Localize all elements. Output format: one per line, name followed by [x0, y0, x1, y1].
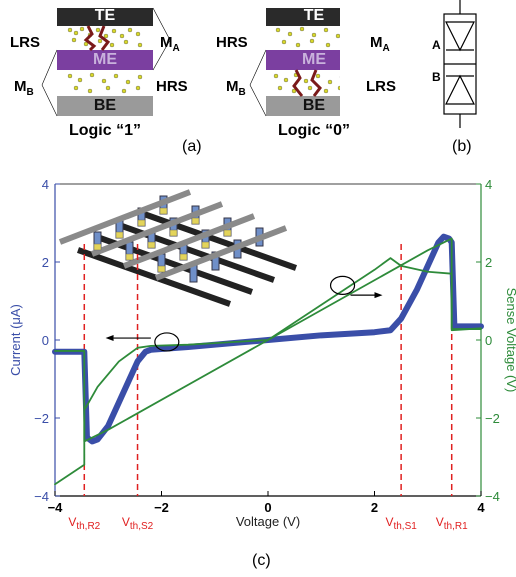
y-tick-label: 4 [42, 177, 49, 192]
cell0-be-label: BE [302, 97, 326, 114]
arrowhead [374, 292, 383, 299]
diode-label-b: B [432, 70, 441, 84]
y2-tick-label: 0 [485, 333, 492, 348]
current-series-line [52, 233, 484, 445]
ma-text: M [370, 34, 383, 51]
cell0-left-state-label: HRS [216, 34, 248, 51]
cell0-me-label: ME [302, 51, 326, 68]
cell-logic-1 [41, 7, 171, 117]
cell1-me-label: ME [93, 51, 117, 68]
cell0-right-state-label: LRS [366, 78, 396, 95]
mb-sub: B [26, 87, 34, 98]
sense-voltage-series-line [54, 237, 482, 443]
cell1-right-state-label: HRS [156, 78, 188, 95]
y-tick-label: 2 [42, 255, 49, 270]
ma-text: M [160, 34, 173, 51]
threshold-label: Vth,R2 [68, 515, 100, 532]
bracket-line [152, 39, 171, 71]
y2-tick-label: 4 [485, 177, 492, 192]
direction-marker-left [154, 332, 180, 352]
bracket-line [41, 84, 58, 117]
threshold-label: Vth,S1 [385, 515, 417, 532]
threshold-label-text: V [385, 515, 393, 529]
x-tick-label: 4 [477, 500, 485, 515]
y2-tick-label: −4 [485, 489, 500, 504]
be-layer [57, 96, 153, 116]
x-tick-label: 2 [371, 500, 378, 515]
te-layer [266, 8, 362, 26]
x-tick-label: 0 [264, 500, 271, 515]
me-layer [266, 50, 362, 70]
x-tick-label: −4 [48, 500, 64, 515]
te-layer [57, 8, 153, 26]
filament-path [83, 25, 97, 52]
cell0-te-label: TE [303, 7, 325, 24]
threshold-label-sub: th,S1 [393, 521, 417, 532]
y2-axis-label: Sense Voltage (V) [504, 288, 516, 393]
bracket-line [249, 84, 267, 117]
filament-path [292, 69, 304, 97]
y-tick-label: −4 [34, 489, 49, 504]
panel-a-label: (a) [182, 138, 202, 155]
x-tick-label: −2 [154, 500, 169, 515]
mb-text: M [14, 78, 27, 95]
cell1-be-label: BE [93, 97, 117, 114]
cell1-ma-label: MA [160, 34, 180, 54]
y-tick-label: 0 [42, 333, 49, 348]
threshold-label-sub: th,S2 [130, 521, 154, 532]
threshold-label: Vth,S2 [122, 515, 154, 532]
direction-marker-right [329, 275, 356, 296]
threshold-label-text: V [68, 515, 76, 529]
panel-b [420, 0, 516, 160]
cell1-caption: Logic “1” [68, 122, 141, 139]
cell0-mb-label: MB [226, 78, 246, 98]
bracket-line [41, 49, 58, 86]
ma-sub: A [172, 43, 180, 54]
filament-region [57, 70, 153, 96]
filament-dots [273, 26, 357, 94]
threshold-label: Vth,R1 [436, 515, 468, 532]
threshold-label-text: V [122, 515, 130, 529]
cell0-ma-label: MA [370, 34, 390, 54]
cell1-left-state-label: LRS [10, 34, 40, 51]
threshold-label-sub: th,R2 [76, 521, 100, 532]
x-axis-label: Voltage (V) [236, 514, 300, 529]
panel-c-label: (c) [252, 552, 271, 569]
diode-label-a: A [432, 38, 441, 52]
sense-voltage-series-line [54, 257, 482, 486]
mb-sub: B [238, 87, 246, 98]
y-axis-label: Current (μA) [8, 304, 23, 376]
bracket-line [152, 7, 171, 41]
be-layer [266, 96, 362, 116]
bracket-line [249, 49, 267, 86]
mb-text: M [226, 78, 239, 95]
threshold-label-sub: th,R1 [444, 521, 468, 532]
y2-tick-label: 2 [485, 255, 492, 270]
cell1-te-label: TE [94, 7, 116, 24]
arrowhead [105, 335, 114, 342]
diode-symbol [443, 0, 477, 128]
cell1-mb-label: MB [14, 78, 34, 98]
me-layer [57, 50, 153, 70]
y2-tick-label: −2 [485, 411, 500, 426]
threshold-label-text: V [436, 515, 444, 529]
filament-path [310, 69, 322, 97]
crossbar-array-illustration [58, 189, 298, 307]
filament-path [98, 25, 111, 51]
cell0-caption: Logic “0” [277, 122, 350, 139]
panel-b-label: (b) [452, 138, 472, 155]
ma-sub: A [382, 43, 390, 54]
y-tick-label: −2 [34, 411, 49, 426]
